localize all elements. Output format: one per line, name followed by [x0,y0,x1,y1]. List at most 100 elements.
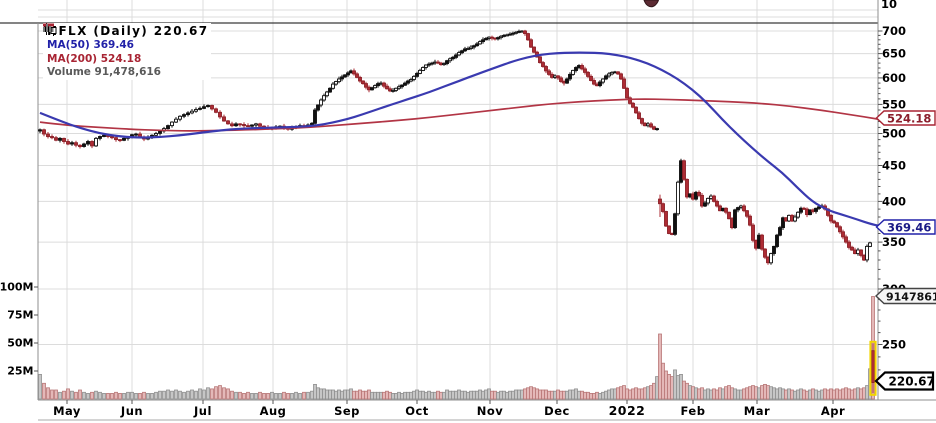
candle [493,37,497,40]
volume-bar [529,386,533,400]
candle [628,97,632,104]
price-axis-label: 500 [882,126,906,140]
volume-bar [691,386,695,400]
candle [646,123,650,127]
candle [442,63,446,66]
candle [538,56,542,64]
volume-bar [751,385,755,400]
volume-bar [406,391,410,400]
candle [784,217,788,222]
volume-bar [190,389,194,400]
volume-bar [364,390,368,400]
candle [391,89,395,92]
candle [754,239,758,249]
volume-bar [688,385,692,400]
volume-bar [796,389,800,400]
volume-bar [400,392,404,400]
candle [670,233,674,235]
candle [682,160,686,180]
candle [811,209,815,212]
volume-axis-label: 100M [0,281,34,294]
volume-bar [254,392,258,400]
candle [838,226,842,233]
candle [481,39,485,43]
candle [511,32,515,35]
candle [62,137,66,142]
candle [847,241,851,248]
candle [517,30,521,33]
candle [94,137,98,147]
candle [412,75,416,80]
candle [206,105,210,108]
selected-candle-highlight[interactable] [869,340,877,396]
candle [325,91,329,97]
volume-bar [445,389,449,400]
candle [340,76,344,80]
candle [544,66,548,72]
volume-bar [733,388,737,400]
candle [703,202,707,207]
volume-bar [282,391,286,400]
candle [589,75,593,81]
candle [364,83,368,88]
candle [254,123,258,126]
volume-bar [421,390,425,400]
candle [499,35,503,39]
volume-bar [772,387,776,400]
volume-bar [322,388,326,400]
candle [484,38,488,41]
volume-bar [391,392,395,400]
candle [134,133,138,136]
candle [580,65,584,70]
volume-bar [553,390,557,400]
candle [194,109,198,112]
candle [466,48,470,50]
volume-bar [442,391,446,400]
candle [577,65,581,68]
volume-bar [475,390,479,400]
volume-bar [664,370,668,400]
candle [379,82,383,85]
candle [721,207,725,212]
volume-bar [859,388,863,400]
volume-bar [670,376,674,400]
candle [649,123,653,128]
volume-bar [643,387,647,400]
volume-bar [847,388,851,400]
volume-bar [258,391,262,400]
volume-bar [814,389,818,400]
candle [436,61,440,64]
volume-bar [550,390,554,400]
candle [871,350,875,383]
candle [186,112,190,116]
volume-bar [760,385,764,400]
candle [742,205,746,212]
candle [475,43,479,47]
candle [583,68,587,73]
volume-bar [162,390,166,400]
volume-bar [724,386,728,400]
volume-bar [370,391,374,400]
volume-bar [583,391,587,400]
volume-bar [54,389,58,400]
candle [790,214,794,222]
volume-bar [775,388,779,400]
candle [46,133,50,138]
candle [472,45,476,48]
candle [322,95,326,101]
volume-bar [676,375,680,400]
volume-bar [343,389,347,400]
candle [331,83,335,89]
candle [598,81,602,87]
candle [496,37,500,40]
month-label: Aug [260,404,287,418]
candle [565,78,569,84]
volume-bar [610,388,614,400]
candle [118,139,122,142]
candle [562,81,566,84]
volume-bar [62,390,66,400]
candle [781,217,785,229]
volume-bar [355,390,359,400]
candle [388,88,392,92]
